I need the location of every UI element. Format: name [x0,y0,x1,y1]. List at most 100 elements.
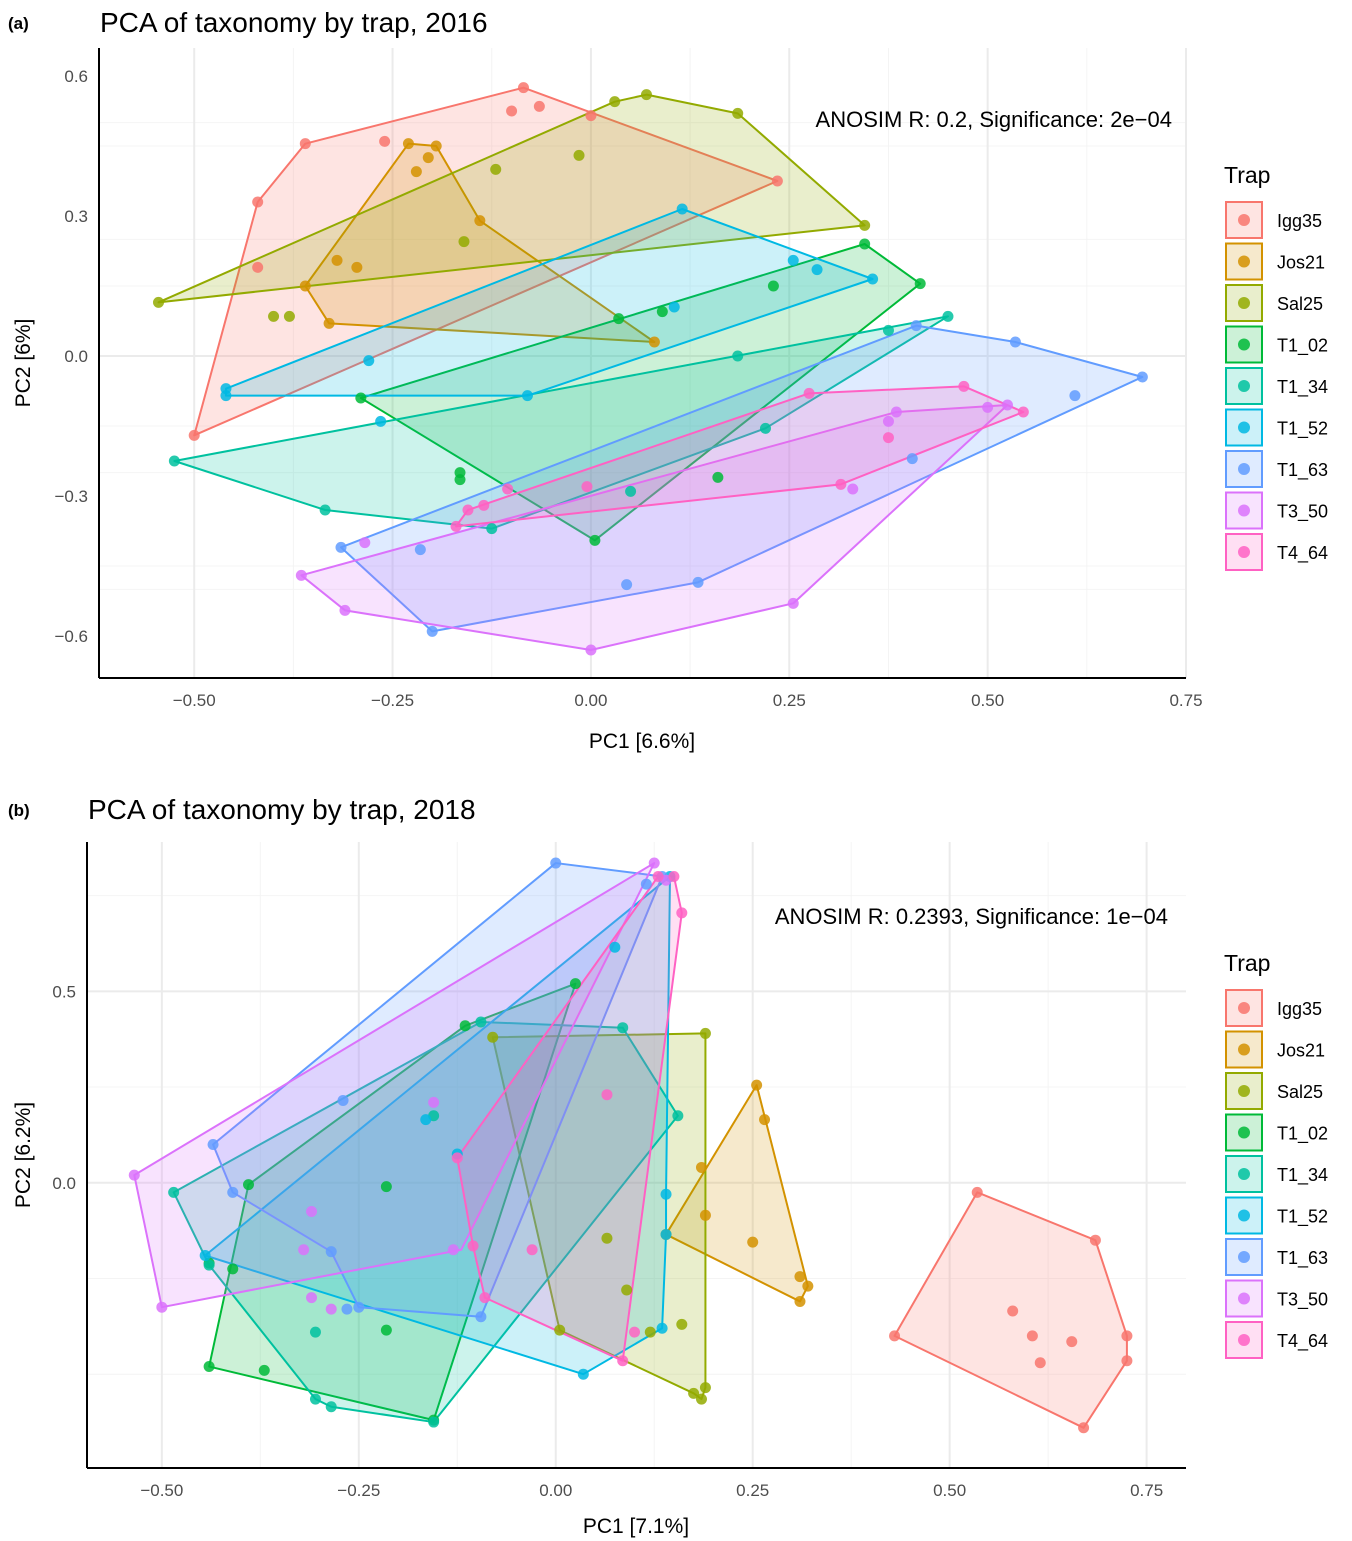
point-t1-52 [867,273,879,285]
panel-a-y-ticks: −0.6 −0.3 0.0 0.3 0.6 [54,67,88,646]
legend-dot [1238,1292,1250,1305]
point-t1-63 [335,541,347,553]
point-jos21 [323,317,335,329]
point-jos21 [759,1114,771,1126]
legend-dot [1238,1251,1250,1263]
legend-label: T1_52 [1277,1207,1328,1228]
point-jos21 [794,1295,806,1307]
point-t1-63 [353,1301,365,1313]
point-t3-50 [428,1096,440,1108]
point-t1-02 [243,1179,255,1191]
point-t4-64 [462,504,474,516]
point-t1-02 [355,392,367,404]
point-jos21 [699,1209,711,1221]
point-t1-34 [942,310,954,322]
legend-label: T4_64 [1277,1331,1328,1352]
point-t1-02 [459,1020,471,1032]
legend-dot [1238,1334,1250,1346]
point-t1-52 [363,355,375,367]
x-tick-label: −0.25 [337,1481,380,1500]
legend-label: Igg35 [1277,211,1322,231]
point-igg35 [585,110,597,122]
legend-dot [1238,504,1250,517]
point-t3-50 [890,406,902,418]
point-jos21 [299,280,311,292]
point-t1-63 [426,625,438,637]
point-t4-64 [1017,406,1029,418]
point-t1-63 [1009,336,1021,348]
point-t1-02 [569,978,581,990]
point-t1-63 [906,453,918,465]
point-t1-52 [521,390,533,402]
point-sal25 [699,1382,711,1394]
point-sal25 [490,163,502,175]
point-jos21 [474,215,486,227]
point-t1-02 [589,534,601,546]
point-sal25 [644,1326,656,1338]
point-t1-52 [668,301,680,313]
legend-label: T1_02 [1277,1124,1328,1145]
legend-dot [1238,463,1250,475]
point-sal25 [688,1387,700,1399]
point-igg35 [889,1330,901,1342]
point-t4-64 [652,870,664,882]
point-t1-34 [325,1401,337,1413]
x-tick-label: 0.25 [773,691,806,710]
point-t1-02 [380,1181,392,1193]
point-t1-34 [882,324,894,336]
point-t1-02 [656,306,668,318]
panel-b-points [128,857,1133,1434]
point-t1-63 [475,1311,487,1323]
point-t1-63 [1136,371,1148,383]
point-igg35 [533,100,545,112]
legend-key-igg35 [1225,201,1263,239]
point-sal25 [695,1393,707,1405]
point-jos21 [751,1079,763,1091]
x-tick-label: 0.50 [933,1481,966,1500]
point-t1-02 [767,280,779,292]
panel-b-title: PCA of taxonomy by trap, 2018 [88,794,476,825]
y-tick-label: 0.6 [64,67,88,86]
point-t4-64 [835,478,847,490]
point-t1-52 [420,1114,432,1126]
point-t1-34 [428,1416,440,1428]
point-igg35 [506,105,518,117]
point-sal25 [268,310,280,322]
point-igg35 [252,261,264,273]
panel-b-legend: Trap Igg35 Jos21 Sal25 T1_02 T1_34 T1_52 T1_63 T… [1224,950,1328,1359]
panel-b: (b) PCA of taxonomy by trap, 2018 −0.50−… [8,794,1328,1538]
legend-label: Sal25 [1277,294,1323,314]
legend-key-jos21 [1225,242,1263,281]
panel-b-y-ticks: 0.0 0.5 [52,982,76,1192]
point-t1-52 [656,1322,668,1334]
point-t1-52 [577,1368,589,1380]
hull-igg35 [193,86,779,437]
point-t3-50 [787,597,799,609]
point-t1-02 [712,471,724,483]
x-tick-label: −0.25 [371,691,414,710]
point-jos21 [747,1236,759,1248]
point-t1-63 [207,1138,219,1150]
point-jos21 [402,138,414,150]
legend-label: T3_50 [1277,502,1328,523]
legend-dot [1238,255,1250,268]
x-tick-label: 0.00 [539,1481,572,1500]
legend-label: Igg35 [1277,999,1322,1019]
point-t3-50 [882,415,894,427]
legend-label: T3_50 [1277,1290,1328,1311]
point-t1-63 [692,576,704,588]
point-sal25 [640,89,652,101]
point-t1-52 [375,415,387,427]
point-sal25 [153,296,165,308]
point-igg35 [1078,1422,1090,1434]
point-t3-50 [359,537,371,549]
point-t1-52 [676,203,688,215]
point-t1-02 [613,313,625,325]
legend-key-sal25 [1225,1072,1263,1110]
panel-b-y-axis-title: PC2 [6.2%] [12,1102,35,1208]
legend-title: Trap [1224,950,1270,976]
point-igg35 [971,1186,983,1198]
panel-a-letter: (a) [8,14,29,33]
point-jos21 [351,261,363,273]
y-tick-label: 0.0 [52,1174,76,1193]
